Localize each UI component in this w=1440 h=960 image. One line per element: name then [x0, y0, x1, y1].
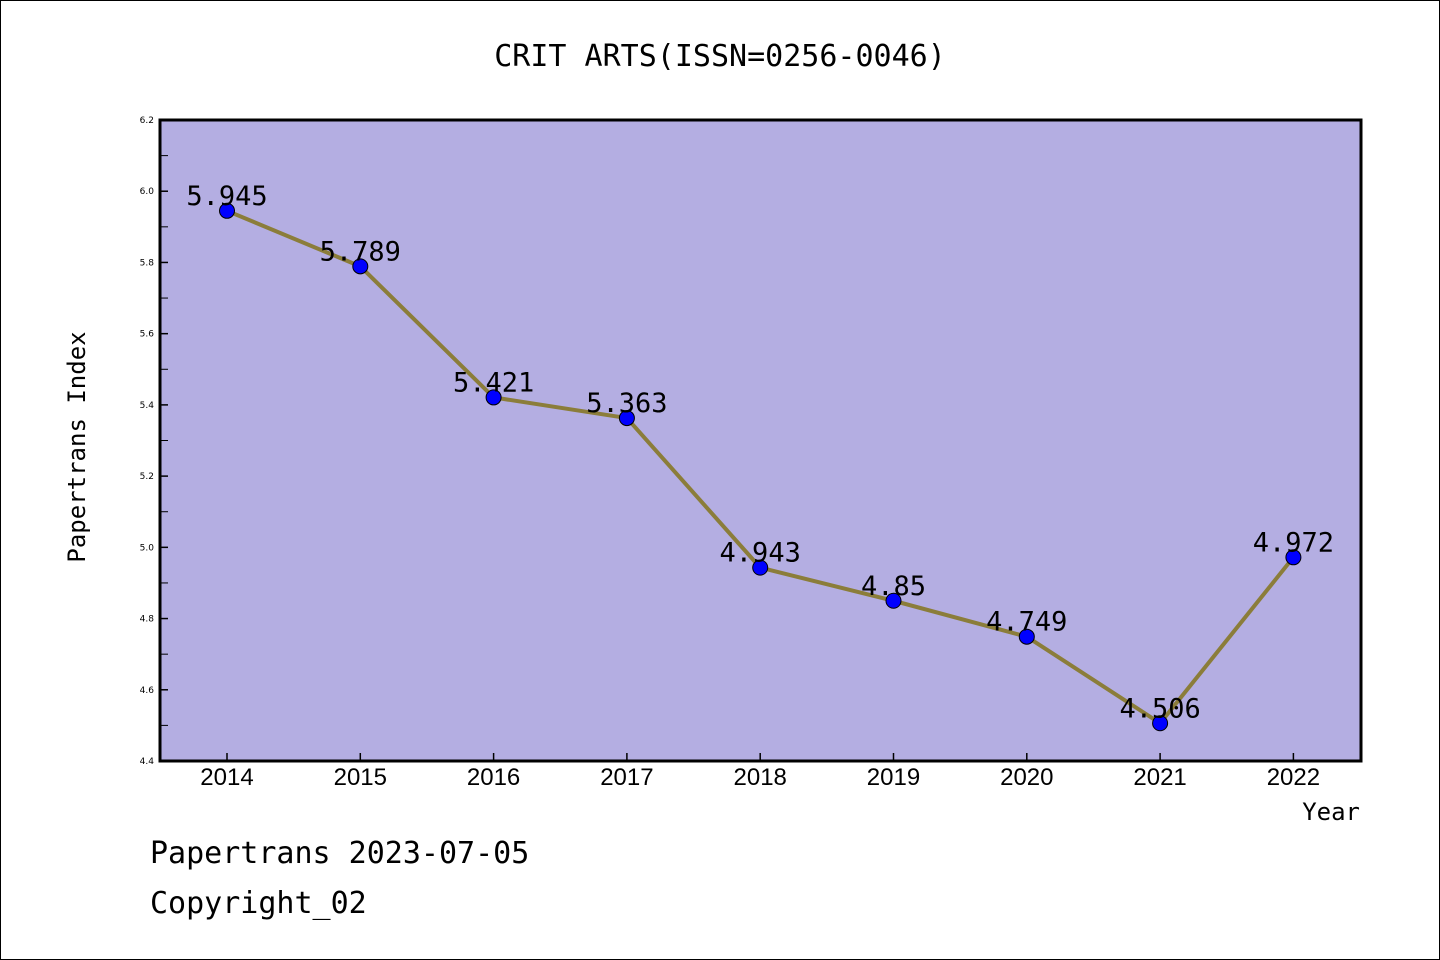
x-axis: 2014 2015 2016 2017 2018 2019 2020 2021 2022: [200, 753, 1320, 791]
data-label: 4.85: [861, 571, 926, 602]
data-point: [618, 410, 635, 427]
x-tick-label: 2022: [1267, 764, 1320, 791]
x-tick-label: 2015: [334, 764, 387, 791]
x-tick-label: 2016: [467, 764, 520, 791]
y-tick-label: 5.4: [140, 401, 155, 411]
data-point: [485, 389, 502, 406]
x-tick-label: 2017: [600, 764, 653, 791]
chart-title: CRIT ARTS(ISSN=0256-0046): [494, 39, 946, 74]
y-tick-label: 4.6: [140, 686, 155, 696]
data-label: 4.943: [720, 538, 801, 569]
y-tick-label: 4.8: [140, 615, 155, 625]
data-label: 5.789: [320, 236, 401, 267]
y-tick-label: 4.4: [140, 757, 155, 767]
data-label: 5.421: [453, 367, 534, 398]
data-point: [1018, 628, 1035, 645]
y-tick-label: 5.8: [140, 258, 155, 268]
data-label: 5.945: [186, 181, 267, 212]
series-line-group: 5.945 5.789 5.421 5.363 4.943 4.85 4.749 4.506 4…: [186, 181, 1334, 732]
data-label: 4.972: [1253, 527, 1334, 558]
data-point: [1285, 549, 1302, 566]
y-axis-label: Papertrans Index: [63, 331, 91, 562]
data-point: [885, 592, 902, 609]
x-tick-label: 2018: [734, 764, 787, 791]
x-tick-label: 2020: [1000, 764, 1053, 791]
data-label: 4.506: [1119, 693, 1200, 724]
y-tick-label: 5.6: [140, 330, 155, 340]
y-tick-label: 6.2: [140, 116, 154, 126]
y-tick-label: 5.0: [140, 543, 155, 553]
footer-date: Papertrans 2023-07-05: [150, 836, 530, 871]
y-axis: 4.4 4.6 4.8 5.0 5.2 5.4 5.6 5.8 6.0 6.2: [140, 116, 168, 767]
data-label: 4.749: [986, 607, 1067, 638]
plot-area: [158, 118, 1363, 763]
x-tick-label: 2014: [200, 764, 253, 791]
x-tick-label: 2019: [867, 764, 920, 791]
data-point: [1152, 715, 1169, 732]
footer-copyright: Copyright_02: [150, 886, 367, 921]
y-tick-label: 5.2: [140, 472, 154, 482]
x-tick-label: 2021: [1133, 764, 1186, 791]
data-point: [352, 258, 369, 275]
x-axis-label: Year: [1302, 798, 1360, 826]
data-point: [219, 202, 235, 219]
data-label: 5.363: [586, 388, 667, 419]
y-tick-label: 6.0: [140, 187, 155, 197]
data-point: [752, 559, 769, 576]
